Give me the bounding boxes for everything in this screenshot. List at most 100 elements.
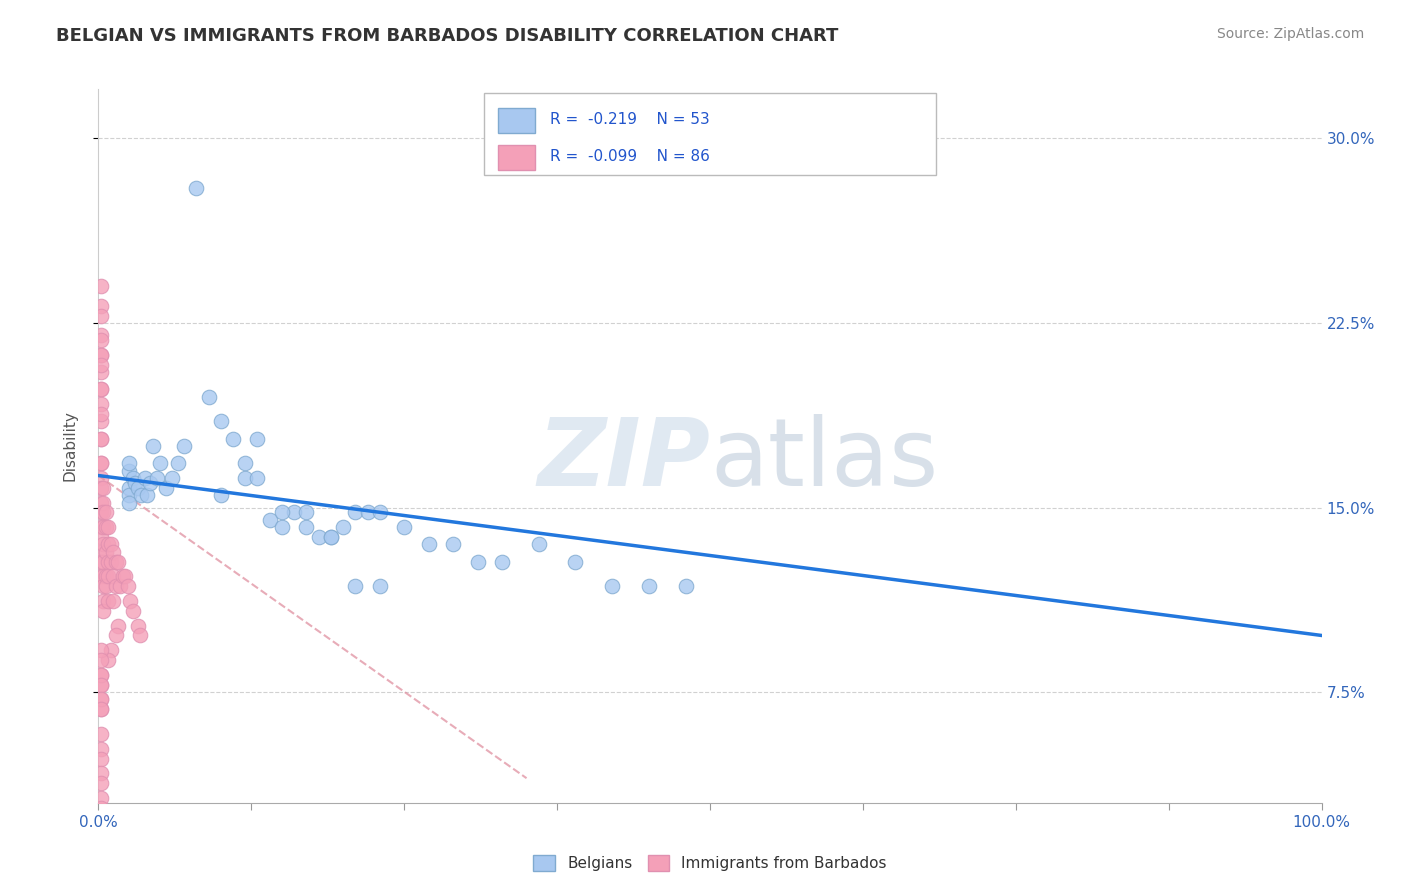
Point xyxy=(129,628,152,642)
Text: R =  -0.219    N = 53: R = -0.219 N = 53 xyxy=(550,112,710,128)
Point xyxy=(209,488,232,502)
Point xyxy=(149,456,172,470)
Point xyxy=(90,358,112,372)
Point xyxy=(90,825,112,839)
Point xyxy=(97,594,120,608)
Point xyxy=(90,692,112,706)
Point xyxy=(344,579,367,593)
Point xyxy=(90,481,112,495)
Point xyxy=(90,407,112,421)
Point xyxy=(97,569,120,583)
Point xyxy=(90,471,112,485)
Point xyxy=(100,643,122,657)
Point xyxy=(90,569,112,583)
Text: atlas: atlas xyxy=(710,414,938,507)
Point xyxy=(118,464,141,478)
Point xyxy=(160,471,183,485)
Point xyxy=(94,579,117,593)
Point xyxy=(139,475,162,490)
Point xyxy=(94,545,117,559)
Point xyxy=(246,471,269,485)
Point xyxy=(675,579,697,593)
Point xyxy=(100,537,122,551)
Point xyxy=(90,279,112,293)
Y-axis label: Disability: Disability xyxy=(63,410,77,482)
Point xyxy=(129,488,152,502)
Point xyxy=(600,579,623,593)
Point xyxy=(270,505,294,519)
Point xyxy=(124,475,146,490)
Point xyxy=(90,653,112,667)
Point xyxy=(222,432,245,446)
Point xyxy=(209,414,232,428)
FancyBboxPatch shape xyxy=(484,93,936,175)
Point xyxy=(167,456,190,470)
Point xyxy=(308,530,330,544)
Point xyxy=(90,678,112,692)
Text: BELGIAN VS IMMIGRANTS FROM BARBADOS DISABILITY CORRELATION CHART: BELGIAN VS IMMIGRANTS FROM BARBADOS DISA… xyxy=(56,27,838,45)
Point xyxy=(90,383,112,397)
Point xyxy=(90,668,112,682)
Point xyxy=(110,579,132,593)
Point xyxy=(104,579,127,593)
Point xyxy=(91,520,114,534)
Point xyxy=(146,471,169,485)
Point xyxy=(90,348,112,362)
FancyBboxPatch shape xyxy=(498,145,536,169)
Point xyxy=(91,604,114,618)
Point xyxy=(97,520,120,534)
Point xyxy=(136,488,159,502)
Point xyxy=(118,495,141,509)
Point xyxy=(233,456,256,470)
Point xyxy=(94,505,117,519)
Point xyxy=(91,569,114,583)
Point xyxy=(90,414,112,428)
Point xyxy=(90,643,112,657)
Point xyxy=(101,594,124,608)
Point xyxy=(197,390,219,404)
Point xyxy=(90,776,112,790)
Point xyxy=(104,628,127,642)
Point xyxy=(107,555,129,569)
Point xyxy=(114,569,136,583)
Point xyxy=(527,537,550,551)
Point xyxy=(90,299,112,313)
Point xyxy=(117,579,139,593)
Point xyxy=(90,495,112,509)
Point xyxy=(90,328,112,343)
Point xyxy=(127,618,149,632)
Point xyxy=(94,569,117,583)
Point xyxy=(118,488,141,502)
Point xyxy=(283,505,305,519)
Point xyxy=(90,520,112,534)
Point xyxy=(90,815,112,830)
Point xyxy=(104,555,127,569)
Point xyxy=(127,481,149,495)
Point xyxy=(90,530,112,544)
Text: Source: ZipAtlas.com: Source: ZipAtlas.com xyxy=(1216,27,1364,41)
Point xyxy=(259,513,281,527)
Point xyxy=(97,555,120,569)
Point xyxy=(90,766,112,780)
Point xyxy=(332,520,354,534)
Point xyxy=(121,604,143,618)
Point xyxy=(638,579,661,593)
Point xyxy=(270,520,294,534)
Point xyxy=(142,439,165,453)
Point xyxy=(491,555,513,569)
Text: R =  -0.099    N = 86: R = -0.099 N = 86 xyxy=(550,149,710,164)
Point xyxy=(91,594,114,608)
Point xyxy=(100,555,122,569)
Point xyxy=(90,801,112,815)
Point xyxy=(91,481,114,495)
Point xyxy=(295,505,318,519)
Point xyxy=(90,333,112,347)
Point xyxy=(111,569,134,583)
Point xyxy=(90,432,112,446)
Point xyxy=(94,520,117,534)
Point xyxy=(90,751,112,765)
Point xyxy=(90,741,112,756)
Point xyxy=(441,537,464,551)
Point xyxy=(90,383,112,397)
Point xyxy=(418,537,440,551)
